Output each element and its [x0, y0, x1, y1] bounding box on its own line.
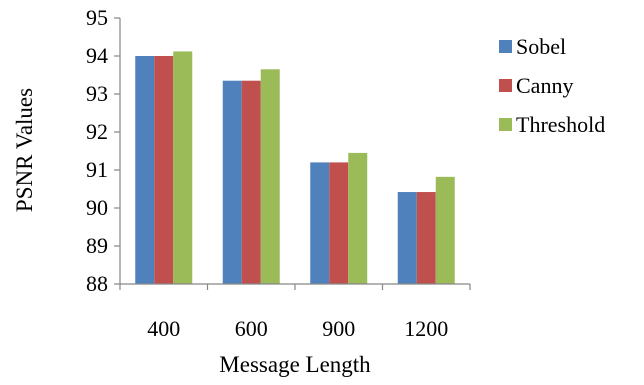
bar-threshold-400: [173, 51, 193, 284]
y-tick-label: 88: [86, 271, 108, 296]
bar-threshold-900: [348, 152, 368, 284]
legend-label-canny: Canny: [516, 73, 573, 98]
bar-sobel-600: [222, 80, 242, 284]
y-tick-label: 90: [86, 195, 108, 220]
bar-canny-400: [154, 56, 174, 284]
x-axis-title: Message Length: [219, 352, 371, 377]
bar-sobel-900: [310, 162, 330, 284]
bar-threshold-600: [260, 69, 280, 284]
bars: [135, 51, 455, 284]
legend-swatch-threshold: [499, 118, 512, 131]
x-tick-label: 600: [235, 316, 268, 341]
y-tick-labels: 88 89 90 91 92 93 94 95: [86, 5, 108, 296]
bar-sobel-400: [135, 56, 155, 284]
y-tick-label: 89: [86, 233, 108, 258]
y-tick-label: 94: [86, 43, 108, 68]
x-tick-label: 1200: [404, 316, 448, 341]
legend-label-sobel: Sobel: [516, 34, 566, 59]
axes: [114, 17, 471, 290]
bar-canny-900: [329, 162, 349, 284]
legend-swatch-sobel: [499, 40, 512, 53]
bar-threshold-1200: [435, 176, 455, 284]
y-tick-label: 93: [86, 81, 108, 106]
bar-sobel-1200: [397, 192, 417, 284]
x-tick-labels: 400 600 900 1200: [147, 316, 448, 341]
y-axis-title: PSNR Values: [12, 88, 37, 212]
y-tick-label: 91: [86, 157, 108, 182]
x-tick-label: 900: [322, 316, 355, 341]
x-tick-label: 400: [147, 316, 180, 341]
y-tick-label: 95: [86, 5, 108, 30]
legend-swatch-canny: [499, 79, 512, 92]
bar-canny-600: [241, 80, 261, 284]
y-tick-label: 92: [86, 119, 108, 144]
bar-canny-1200: [416, 192, 436, 284]
legend-label-threshold: Threshold: [516, 112, 605, 137]
legend: Sobel Canny Threshold: [499, 34, 605, 137]
